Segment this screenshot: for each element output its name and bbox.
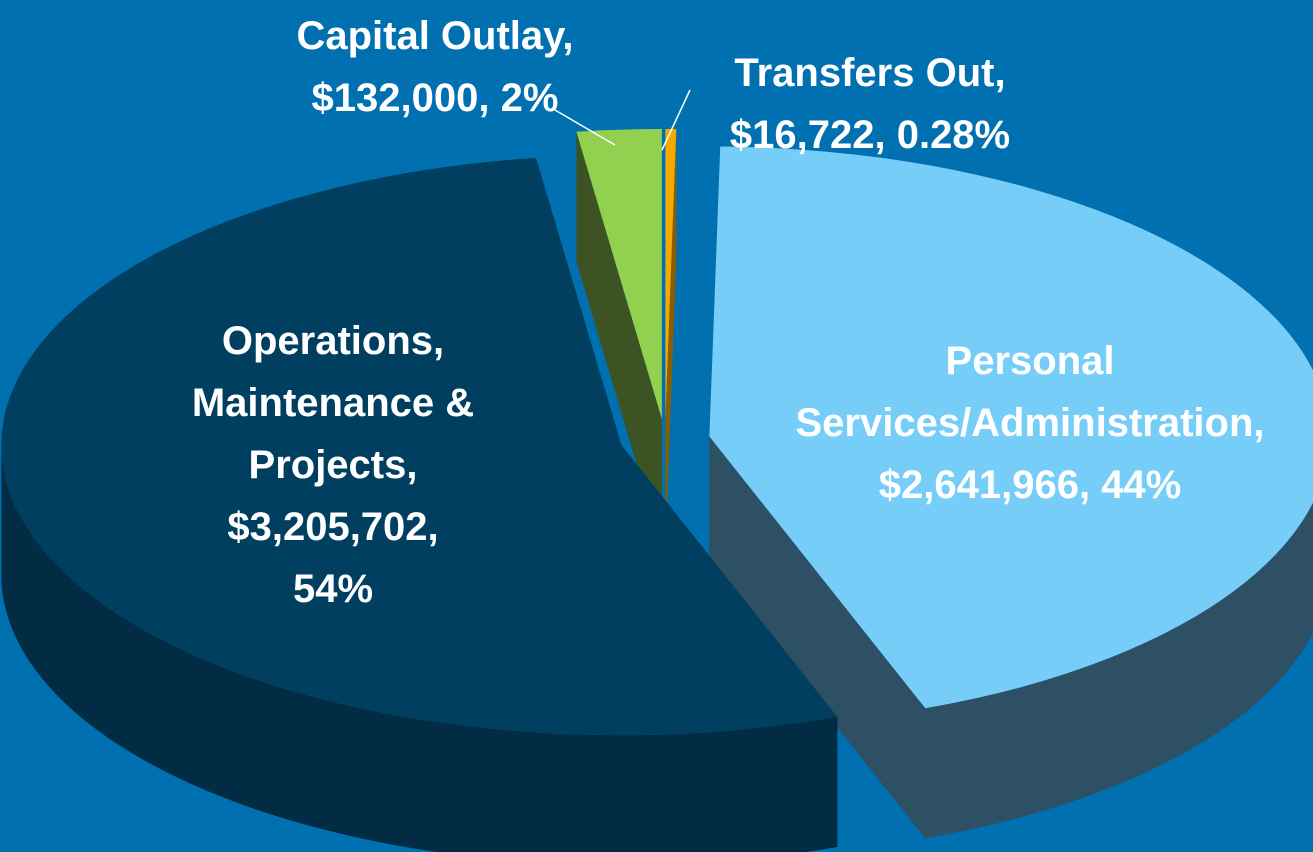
slice-wall [1, 445, 838, 852]
label-part: 0.28% [896, 113, 1011, 157]
label-part: $2,641,966, [878, 463, 1091, 507]
label-part: Capital Outlay, [296, 14, 574, 58]
label-part: $3,205,702, [227, 505, 439, 549]
label-part: Transfers Out, [734, 51, 1006, 95]
pie-slice [576, 129, 662, 420]
label-part: 2% [500, 76, 559, 120]
label-part: $132,000, [311, 76, 490, 120]
pie-slice [665, 128, 677, 419]
slice-side [665, 128, 677, 549]
pie-slice [709, 146, 1313, 709]
leader-line [661, 89, 691, 151]
label-part: 44% [1101, 463, 1182, 507]
label-part: 54% [292, 567, 374, 611]
data-label: Operations, Maintenance & Projects, $3,2… [183, 310, 483, 620]
data-label: Capital Outlay, $132,000, 2% [255, 5, 615, 129]
slice-side [576, 131, 662, 550]
label-part: $16,722, [729, 113, 886, 157]
leader-line [554, 109, 616, 146]
data-label: Transfers Out, $16,722, 0.28% [690, 42, 1050, 166]
label-part: Personal Services/Administration, [795, 339, 1265, 445]
data-label: Personal Services/Administration, $2,641… [750, 330, 1310, 516]
slice-side [709, 436, 926, 839]
label-part: Operations, Maintenance & Projects, [191, 319, 475, 487]
slice-wall [925, 502, 1313, 839]
pie-slice [1, 157, 838, 736]
